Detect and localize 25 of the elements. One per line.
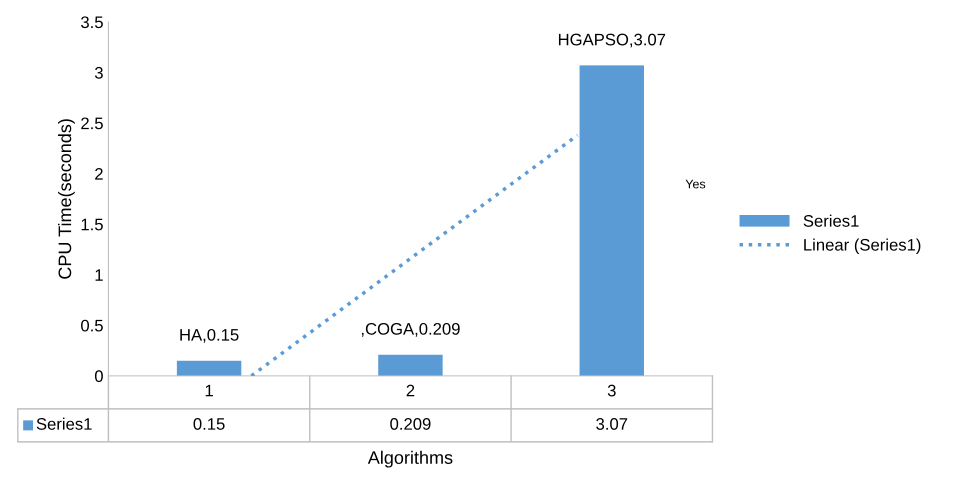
- x-axis-title: Algorithms: [368, 450, 452, 468]
- y-tick-label: 1: [96, 269, 103, 281]
- y-tick-label: 1.5: [82, 218, 103, 230]
- data-label: ,COGA,0.209: [362, 322, 460, 337]
- annotation: Yes: [686, 180, 706, 188]
- x-tick-label: 2: [406, 384, 414, 396]
- y-tick-label: 0.5: [81, 320, 103, 332]
- y-axis-title: CPU Time(seconds): [58, 119, 75, 279]
- y-tick-label: 0: [94, 370, 103, 382]
- y-tick-label: 3.5: [81, 16, 103, 28]
- y-tick-label: 2: [95, 168, 103, 180]
- bar: [378, 354, 443, 376]
- bar: [176, 360, 242, 376]
- text: 3.07: [596, 418, 628, 430]
- legend-label: Linear (Series1): [804, 238, 920, 254]
- text: 0.15: [194, 418, 225, 430]
- data-label: HA,0.15: [180, 328, 238, 343]
- text: 0.209: [390, 418, 430, 430]
- text: Series1: [804, 214, 859, 227]
- data-label: HGAPSO,3.07: [558, 34, 666, 48]
- legend-label: Series1: [36, 418, 92, 430]
- x-tick-label: 3: [608, 384, 616, 396]
- x-tick-label: 1: [206, 384, 213, 396]
- y-tick-label: 3: [94, 66, 103, 79]
- y-tick-label: 2.5: [81, 117, 103, 130]
